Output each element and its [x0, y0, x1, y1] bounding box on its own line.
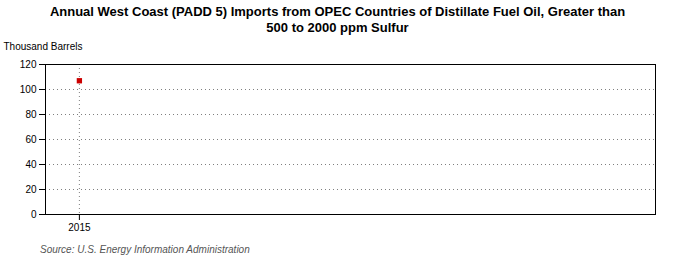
svg-text:60: 60 — [25, 133, 37, 144]
svg-text:100: 100 — [20, 83, 37, 94]
svg-text:20: 20 — [25, 183, 37, 194]
svg-text:Thousand Barrels: Thousand Barrels — [4, 40, 83, 51]
svg-text:0: 0 — [31, 208, 37, 219]
html-text:Annual West Coast (PADD 5) Imp: Annual West Coast (PADD 5) Imports from … — [49, 4, 626, 36]
svg-text:120: 120 — [20, 58, 37, 69]
svg-text:40: 40 — [25, 158, 37, 169]
html-text:Source: U.S. Energy Informatio: Source: U.S. Energy Information Administ… — [40, 243, 250, 255]
svg-text:80: 80 — [25, 108, 37, 119]
svg-text:2015: 2015 — [68, 221, 91, 232]
